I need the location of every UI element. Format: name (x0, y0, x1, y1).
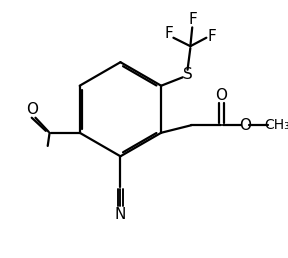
Text: O: O (26, 102, 38, 117)
Text: S: S (183, 67, 192, 82)
Text: O: O (239, 118, 251, 133)
Text: O: O (215, 88, 228, 103)
Text: F: F (164, 26, 173, 41)
Text: F: F (208, 29, 216, 44)
Text: CH₃: CH₃ (264, 118, 288, 132)
Text: F: F (189, 12, 198, 27)
Text: N: N (115, 207, 126, 222)
